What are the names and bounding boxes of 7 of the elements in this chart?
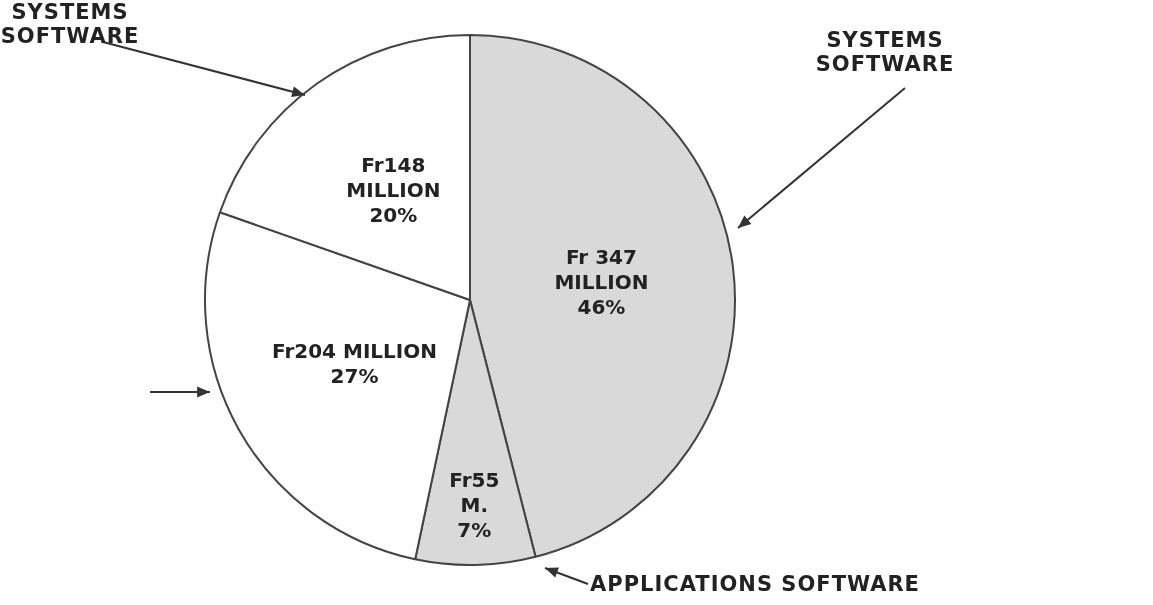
data-label: Fr204 MILLION 27% [272, 338, 438, 388]
data-label: Fr55 M. 7% [449, 467, 500, 542]
slice-label: SYSTEMS SOFTWARE [0, 0, 140, 48]
slice-label: APPLICATIONS SOFTWARE [589, 572, 921, 596]
slice-label: SYSTEMS SOFTWARE [814, 28, 956, 76]
data-label: Fr148 MILLION 20% [346, 153, 441, 228]
data-label: Fr 347 MILLION 46% [554, 244, 649, 319]
